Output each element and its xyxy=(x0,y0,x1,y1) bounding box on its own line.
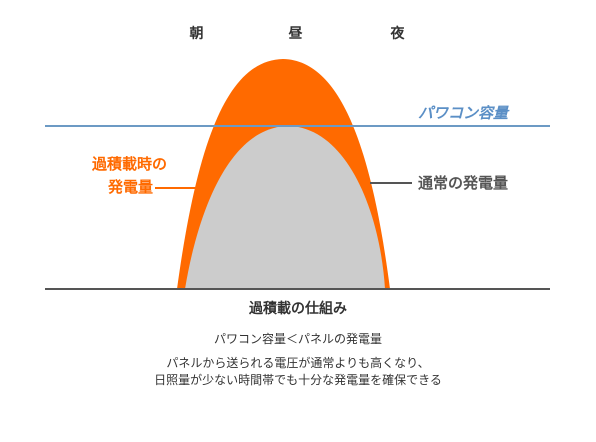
caption-title: 過積載の仕組み xyxy=(249,301,347,317)
time-label-night: 夜 xyxy=(390,26,406,42)
capacity-label: パワコン容量 xyxy=(418,104,509,122)
caption: 過積載の仕組み パワコン容量＜パネルの発電量 パネルから送られる電圧が通常よりも… xyxy=(0,298,596,389)
normal-label: 通常の発電量 xyxy=(418,174,509,192)
time-label-morning: 朝 xyxy=(189,26,205,42)
overload-label-line1: 過積載時の xyxy=(91,155,167,173)
time-label-noon: 昼 xyxy=(288,26,304,42)
caption-line1: パワコン容量＜パネルの発電量 xyxy=(213,332,382,346)
caption-line2: パネルから送られる電圧が通常よりも高くなり、 xyxy=(166,356,430,370)
caption-line3: 日照量が少ない時間帯でも十分な発電量を確保できる xyxy=(154,373,442,387)
normal-generation-area xyxy=(185,126,385,289)
overload-label-line2: 発電量 xyxy=(107,178,153,196)
overload-label: 過積載時の 発電量 xyxy=(72,153,167,199)
